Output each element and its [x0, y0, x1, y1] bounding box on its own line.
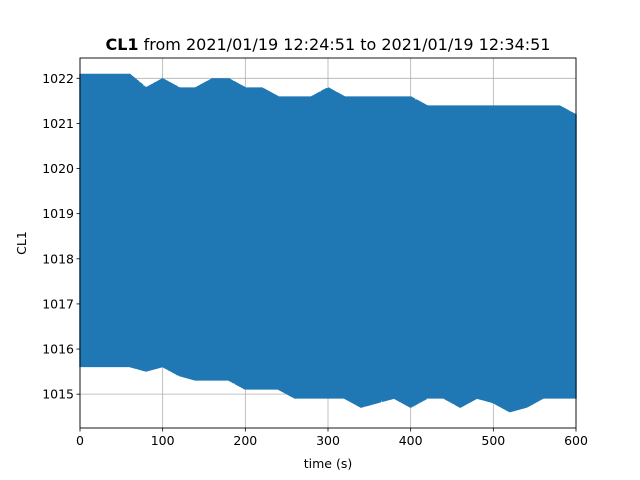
x-tick-label: 400 [399, 433, 423, 448]
y-axis-label: CL1 [14, 231, 29, 255]
chart-title-bold: CL1 [105, 35, 138, 54]
series-line [79, 73, 577, 413]
x-tick-label: 600 [564, 433, 588, 448]
x-tick-label: 200 [233, 433, 257, 448]
y-tick-label: 1020 [42, 161, 74, 176]
x-axis-label: time (s) [304, 456, 352, 471]
x-tick-label: 0 [76, 433, 84, 448]
y-tick-label: 1015 [42, 387, 74, 402]
y-tick-label: 1018 [42, 251, 74, 266]
y-tick-label: 1019 [42, 206, 74, 221]
chart-title-rest: from 2021/01/19 12:24:51 to 2021/01/19 1… [139, 35, 551, 54]
y-tick-label: 1017 [42, 296, 74, 311]
y-tick-label: 1022 [42, 71, 74, 86]
x-tick-label: 100 [151, 433, 175, 448]
data-layer [79, 73, 577, 413]
x-tick-label: 500 [481, 433, 505, 448]
y-tick-label: 1016 [42, 342, 74, 357]
ticks: 0 100 200 300 400 500 600 1015 1016 1017 1018 1019 1… [42, 71, 588, 448]
y-tick-label: 1021 [42, 116, 74, 131]
x-tick-label: 300 [316, 433, 340, 448]
chart-title: CL1 from 2021/01/19 12:24:51 to 2021/01/… [105, 35, 550, 54]
